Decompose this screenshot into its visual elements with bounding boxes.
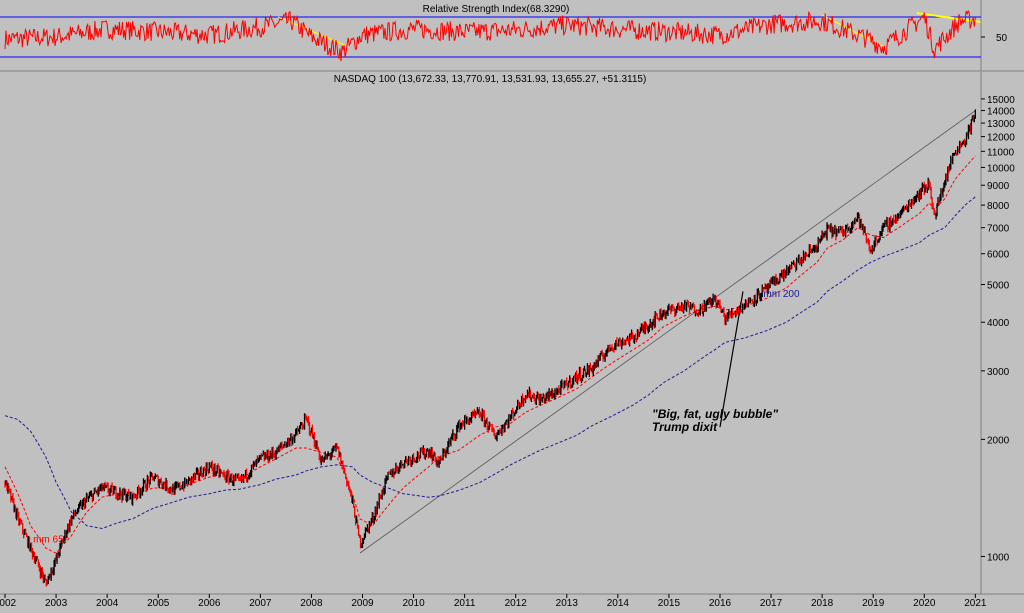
- price-tick-label: 11000: [987, 147, 1015, 158]
- x-tick-label: 2004: [96, 598, 119, 608]
- x-tick-label: 2007: [249, 598, 272, 608]
- price-tick-label: 10000: [987, 163, 1015, 174]
- x-tick-label: 2006: [198, 598, 221, 608]
- x-tick-label: 2009: [351, 598, 374, 608]
- annotation-arrow: [719, 291, 744, 428]
- price-panel: NASDAQ 100 (13,672.33, 13,770.91, 13,531…: [0, 72, 1024, 609]
- x-tick-label: 2012: [505, 598, 528, 608]
- price-tick-label: 4000: [987, 318, 1010, 329]
- x-tick-label: 2016: [709, 598, 732, 608]
- annotation-line-2: Trump dixit: [652, 420, 718, 434]
- x-tick-label: 2002: [0, 598, 17, 608]
- rsi-tick-label: 50: [996, 33, 1008, 44]
- x-tick-label: 2019: [862, 598, 885, 608]
- price-tick-label: 14000: [987, 107, 1015, 118]
- price-tick-label: 3000: [987, 367, 1010, 378]
- x-tick-label: 2017: [760, 598, 783, 608]
- rsi-panel: Relative Strength Index(68.3290) 50: [0, 0, 1024, 72]
- price-tick-label: 2000: [987, 435, 1010, 446]
- x-tick-label: 2011: [454, 598, 476, 608]
- price-bars: [4, 109, 976, 587]
- price-title: NASDAQ 100 (13,672.33, 13,770.91, 13,531…: [334, 74, 647, 85]
- price-tick-label: 6000: [987, 250, 1010, 261]
- x-tick-label: 2010: [402, 598, 425, 608]
- rsi-bands: [0, 16, 981, 58]
- rsi-title: Relative Strength Index(68.3290): [423, 4, 570, 15]
- price-tick-label: 8000: [987, 201, 1010, 212]
- price-tick-label: 7000: [987, 224, 1010, 235]
- rsi-series-line: [4, 9, 976, 62]
- long-term-trendline: [359, 110, 976, 554]
- x-tick-label: 2014: [607, 598, 630, 608]
- ma200-label: mm 200: [763, 289, 800, 300]
- x-tick-label: 2018: [811, 598, 834, 608]
- x-tick-label: 2005: [147, 598, 170, 608]
- x-tick-label: 2003: [45, 598, 68, 608]
- annotation-line-1: "Big, fat, ugly bubble": [652, 407, 778, 421]
- x-tick-label: 2021: [964, 598, 987, 608]
- price-tick-label: 12000: [987, 133, 1015, 144]
- x-tick-label: 2020: [913, 598, 936, 608]
- x-ticks: 2002 2003 2004 2005 2006 2007 2008 2009 2010 2011…: [0, 594, 987, 609]
- x-tick-label: 2008: [300, 598, 323, 608]
- price-tick-label: 5000: [987, 281, 1010, 292]
- x-tick-label: 2015: [658, 598, 681, 608]
- price-y-ticks: 1000 2000 3000 4000 5000 6000 7000 8000 9000 1000…: [981, 95, 1015, 563]
- ma65-label: mm 65: [33, 535, 64, 546]
- ma200-line: [4, 196, 976, 530]
- price-tick-label: 15000: [987, 95, 1015, 106]
- price-tick-label: 9000: [987, 181, 1010, 192]
- price-tick-label: 13000: [987, 119, 1015, 130]
- price-tick-label: 1000: [987, 552, 1010, 563]
- x-tick-label: 2013: [556, 598, 579, 608]
- rsi-y-ticks: 50: [981, 33, 1008, 44]
